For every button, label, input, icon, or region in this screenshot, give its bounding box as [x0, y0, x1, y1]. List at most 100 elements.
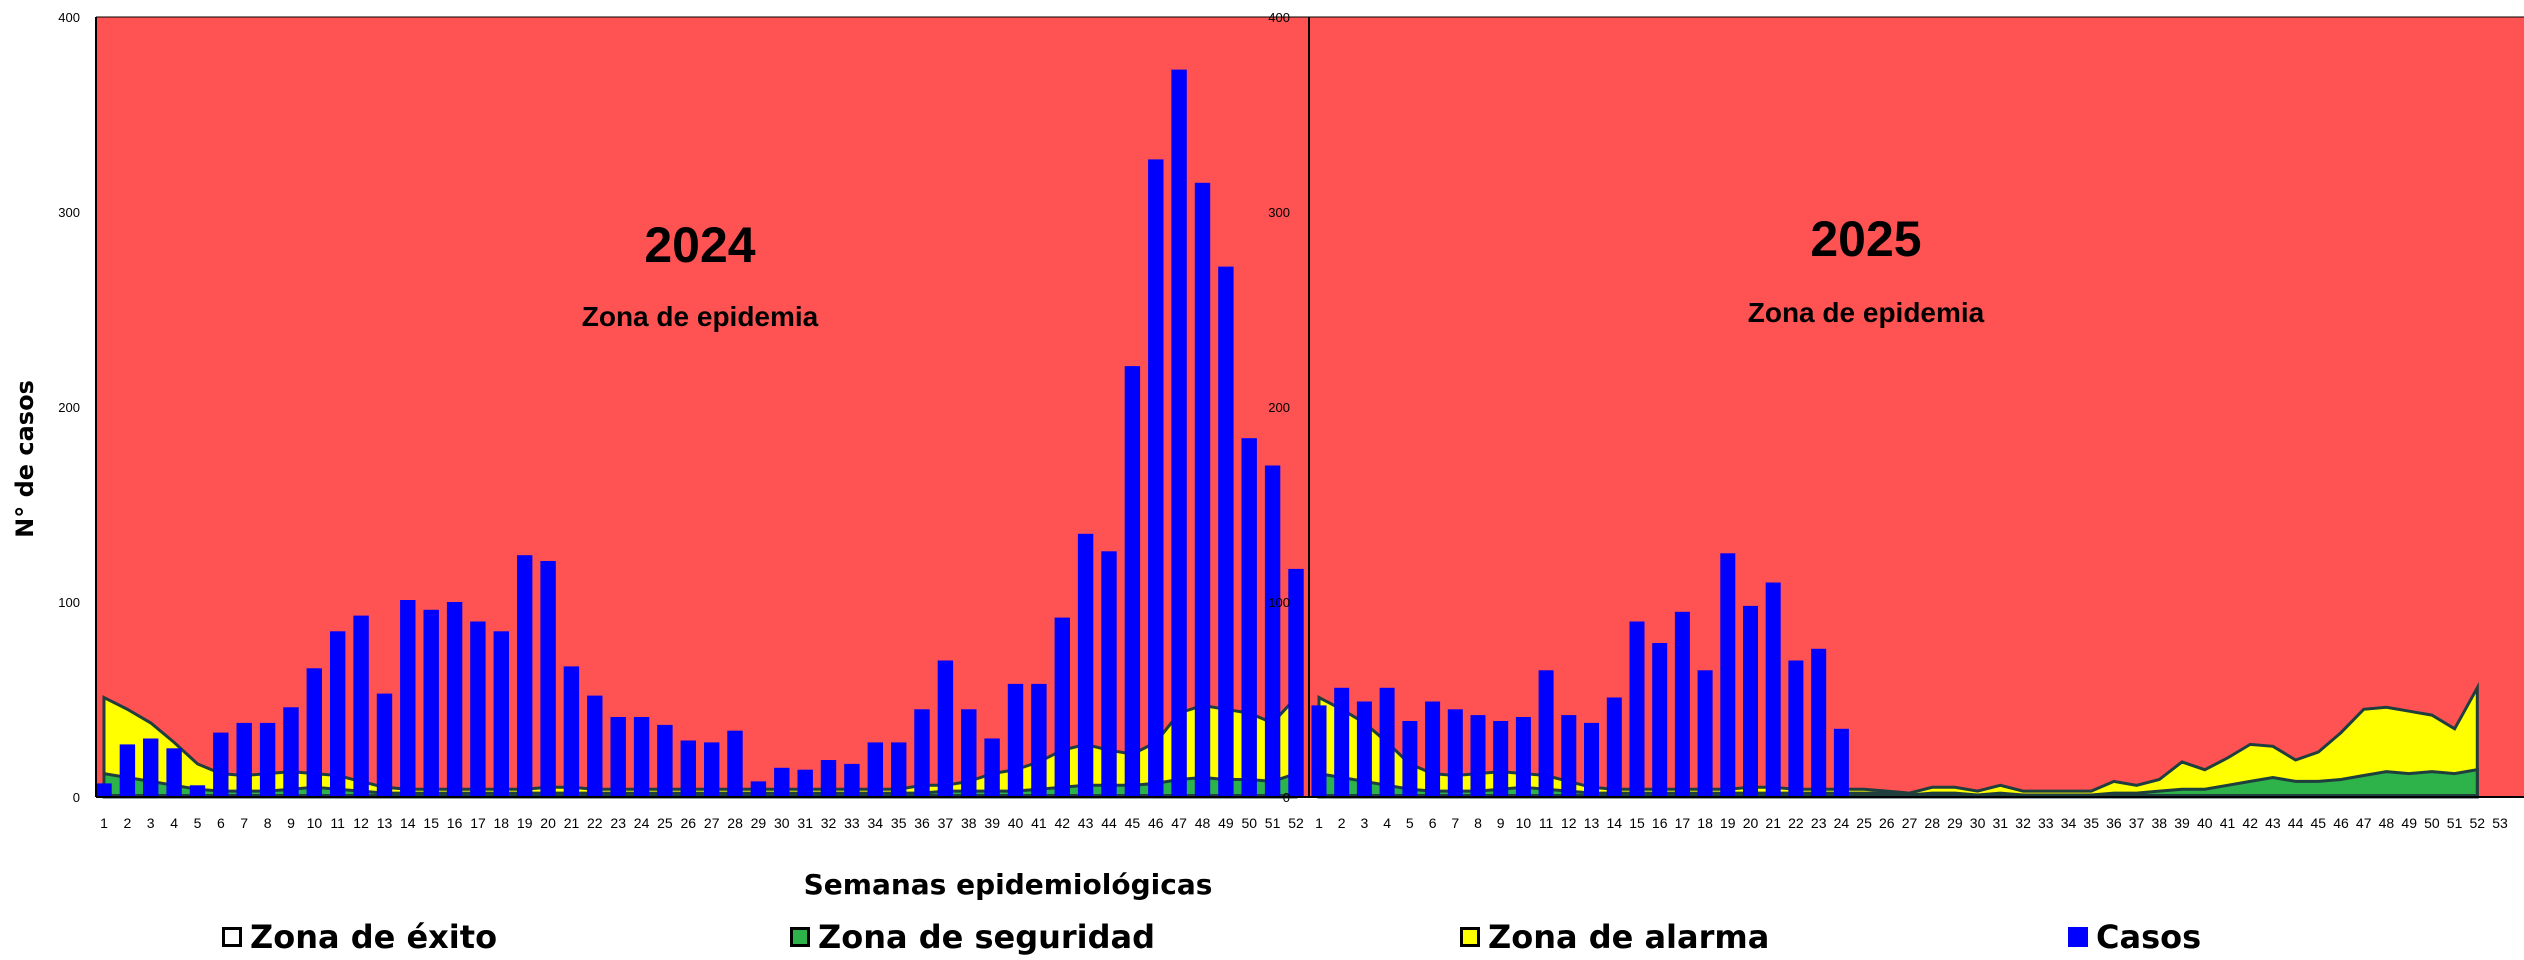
y-tick-label-2025-200: 200 — [1268, 400, 1290, 415]
y-tick-label-2024-300: 300 — [58, 205, 80, 220]
x-tick-label-2024-w2: 2 — [124, 815, 132, 831]
x-tick-label-2024-w51: 51 — [1265, 815, 1281, 831]
x-tick-label-2024-w21: 21 — [564, 815, 580, 831]
bar-casos-2024-w16 — [446, 602, 463, 797]
bar-casos-2024-w24 — [633, 717, 650, 797]
legend-label-alarma: Zona de alarma — [1488, 918, 1770, 956]
x-tick-label-2024-w48: 48 — [1195, 815, 1211, 831]
bar-casos-2024-w3 — [143, 738, 159, 797]
bar-casos-2025-w23 — [1811, 648, 1827, 797]
x-tick-label-2025-w49: 49 — [2401, 815, 2417, 831]
x-tick-label-2024-w31: 31 — [797, 815, 813, 831]
x-tick-label-2024-w9: 9 — [287, 815, 295, 831]
bar-casos-2025-w1 — [1311, 705, 1327, 797]
bar-casos-2024-w45 — [1124, 366, 1141, 797]
x-tick-label-2024-w17: 17 — [470, 815, 486, 831]
x-tick-label-2025-w39: 39 — [2174, 815, 2190, 831]
x-tick-label-2024-w39: 39 — [984, 815, 1000, 831]
legend-label-exito: Zona de éxito — [250, 918, 498, 956]
y-tick-label-2025-100: 100 — [1268, 595, 1290, 610]
endemic-channel-chart: 1 2 3 4 5 6 7 8 9 10 11 12 13 14 15 16 17 18 19 20 21 22 23 24 2… — [58, 10, 2524, 831]
bar-casos-2024-w18 — [493, 631, 509, 798]
bar-casos-2024-w15 — [423, 609, 439, 797]
legend-swatch-alarma — [1460, 927, 1480, 947]
legend-item-alarma: Zona de alarma — [1460, 918, 1769, 956]
x-tick-label-2025-w40: 40 — [2197, 815, 2213, 831]
x-tick-label-2024-w36: 36 — [914, 815, 930, 831]
x-tick-label-2025-w29: 29 — [1947, 815, 1963, 831]
x-tick-label-2024-w24: 24 — [634, 815, 650, 831]
bar-casos-2024-w31 — [797, 769, 813, 797]
bar-casos-2024-w38 — [961, 709, 977, 798]
zone-label-epidemia-2024: Zona de epidemia — [582, 301, 819, 332]
x-tick-label-2024-w45: 45 — [1125, 815, 1141, 831]
bar-casos-2024-w2 — [119, 744, 136, 797]
bar-casos-2024-w4 — [166, 748, 182, 798]
bar-casos-2025-w15 — [1629, 621, 1645, 797]
x-tick-label-2025-w8: 8 — [1474, 815, 1482, 831]
bar-casos-2025-w22 — [1788, 660, 1804, 797]
bar-casos-2024-w20 — [540, 561, 556, 797]
year-label-2025: 2025 — [1810, 211, 1921, 267]
x-tick-label-2025-w51: 51 — [2447, 815, 2463, 831]
bar-casos-2024-w34 — [867, 742, 883, 797]
x-tick-label-2025-w17: 17 — [1675, 815, 1691, 831]
bar-casos-2024-w51 — [1264, 465, 1281, 797]
bar-casos-2024-w42 — [1054, 617, 1070, 797]
x-tick-label-2024-w11: 11 — [330, 815, 345, 831]
x-tick-label-2024-w40: 40 — [1008, 815, 1024, 831]
x-tick-label-2024-w46: 46 — [1148, 815, 1164, 831]
bar-casos-2024-w52 — [1288, 568, 1304, 797]
x-tick-label-2024-w38: 38 — [961, 815, 977, 831]
bar-casos-2025-w5 — [1402, 721, 1418, 797]
x-tick-label-2025-w50: 50 — [2424, 815, 2440, 831]
x-tick-label-2025-w44: 44 — [2288, 815, 2304, 831]
x-tick-label-2025-w52: 52 — [2470, 815, 2486, 831]
bar-casos-2024-w23 — [610, 717, 626, 797]
x-tick-label-2024-w13: 13 — [377, 815, 393, 831]
x-tick-label-2025-w15: 15 — [1629, 815, 1645, 831]
bar-casos-2025-w7 — [1447, 709, 1463, 798]
bar-casos-2025-w2 — [1334, 687, 1350, 797]
bar-casos-2024-w30 — [774, 767, 790, 798]
y-axis-title: N° de casos — [11, 380, 39, 538]
bar-casos-2025-w4 — [1379, 687, 1395, 797]
x-tick-label-2024-w29: 29 — [751, 815, 767, 831]
x-tick-label-2025-w11: 11 — [1539, 815, 1554, 831]
x-tick-label-2025-w27: 27 — [1902, 815, 1918, 831]
bar-casos-2025-w19 — [1720, 553, 1736, 798]
bar-casos-2024-w47 — [1171, 69, 1187, 798]
y-tick-label-2025-300: 300 — [1268, 205, 1290, 220]
x-tick-label-2024-w49: 49 — [1218, 815, 1234, 831]
x-tick-label-2025-w16: 16 — [1652, 815, 1668, 831]
x-tick-label-2024-w28: 28 — [727, 815, 743, 831]
bar-casos-2024-w35 — [891, 742, 907, 797]
x-tick-label-2025-w18: 18 — [1697, 815, 1713, 831]
x-tick-label-2024-w25: 25 — [657, 815, 673, 831]
x-tick-label-2025-w5: 5 — [1406, 815, 1414, 831]
x-tick-label-2025-w24: 24 — [1834, 815, 1850, 831]
x-tick-label-2025-w37: 37 — [2129, 815, 2145, 831]
bar-casos-2024-w39 — [984, 738, 1000, 797]
x-tick-label-2025-w7: 7 — [1451, 815, 1459, 831]
bar-casos-2024-w7 — [236, 722, 252, 797]
x-tick-label-2024-w14: 14 — [400, 815, 416, 831]
x-tick-label-2024-w37: 37 — [938, 815, 954, 831]
y-tick-label-2024-0: 0 — [73, 790, 80, 805]
x-tick-label-2025-w10: 10 — [1516, 815, 1532, 831]
x-tick-label-2024-w4: 4 — [170, 815, 178, 831]
x-tick-label-2025-w20: 20 — [1743, 815, 1759, 831]
x-tick-label-2024-w34: 34 — [868, 815, 884, 831]
panel-2025: 1 2 3 4 5 6 7 8 9 10 11 12 13 14 15 16 17 18 19 20 21 22 23 24 2… — [1268, 10, 2524, 831]
bar-casos-2025-w13 — [1584, 722, 1599, 797]
bar-casos-2024-w21 — [563, 666, 580, 797]
bar-casos-2024-w19 — [517, 555, 533, 797]
bar-casos-2024-w48 — [1194, 182, 1211, 798]
bar-casos-2024-w41 — [1031, 683, 1047, 797]
x-tick-label-2025-w43: 43 — [2265, 815, 2281, 831]
zone-label-epidemia-2025: Zona de epidemia — [1748, 297, 1985, 328]
bar-casos-2024-w44 — [1101, 551, 1117, 797]
bar-casos-2024-w43 — [1077, 533, 1094, 798]
x-tick-label-2024-w15: 15 — [423, 815, 439, 831]
bar-casos-2024-w37 — [937, 660, 954, 797]
